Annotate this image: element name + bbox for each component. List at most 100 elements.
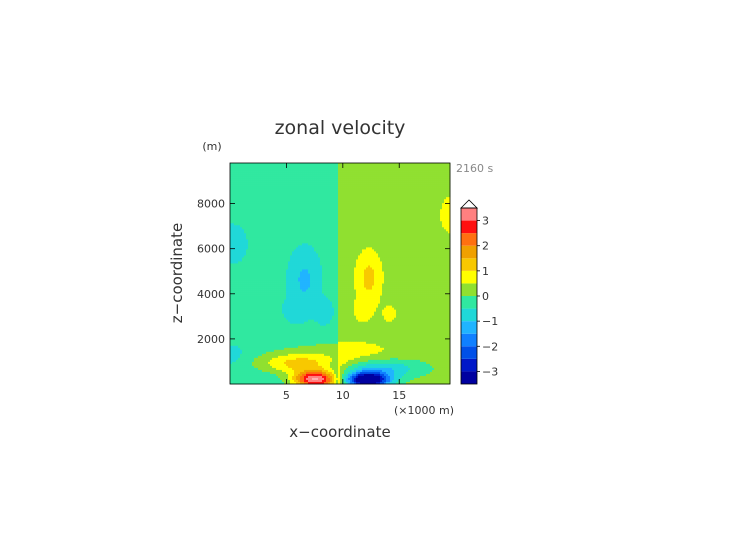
field-cell (266, 173, 269, 176)
field-cell (280, 189, 283, 192)
field-cell (232, 233, 235, 236)
field-cell (342, 197, 345, 200)
field-cell (254, 169, 257, 172)
field-cell (370, 199, 373, 202)
field-cell (418, 193, 421, 196)
field-cell (402, 223, 405, 226)
field-cell (416, 239, 419, 242)
field-cell (438, 225, 441, 228)
field-cell (246, 163, 249, 166)
field-cell (248, 225, 251, 228)
field-cell (284, 243, 287, 246)
field-cell (280, 231, 283, 234)
field-cell (352, 227, 355, 230)
field-cell (362, 223, 365, 226)
field-cell (324, 211, 327, 214)
field-cell (292, 239, 295, 242)
field-cell (364, 251, 367, 254)
field-cell (434, 185, 437, 188)
field-cell (380, 171, 383, 174)
field-cell (432, 177, 435, 180)
field-cell (278, 231, 281, 234)
field-cell (296, 207, 299, 210)
field-cell (440, 243, 443, 246)
field-cell (336, 247, 339, 250)
field-cell (332, 191, 335, 194)
field-cell (310, 187, 313, 190)
field-cell (338, 185, 341, 188)
field-cell (300, 191, 303, 194)
field-cell (402, 183, 405, 186)
field-cell (240, 187, 243, 190)
field-cell (252, 195, 255, 198)
field-cell (342, 221, 345, 224)
field-cell (386, 167, 389, 170)
field-cell (240, 213, 243, 216)
field-cell (242, 179, 245, 182)
field-cell (362, 201, 365, 204)
field-cell (276, 235, 279, 238)
field-cell (274, 209, 277, 212)
field-cell (298, 171, 301, 174)
field-cell (316, 175, 319, 178)
field-cell (322, 205, 325, 208)
field-cell (382, 179, 385, 182)
field-cell (252, 167, 255, 170)
field-cell (292, 179, 295, 182)
field-cell (362, 219, 365, 222)
field-cell (418, 231, 421, 234)
field-cell (422, 247, 425, 250)
field-cell (270, 253, 273, 256)
field-cell (390, 201, 393, 204)
field-cell (316, 235, 319, 238)
field-cell (346, 217, 349, 220)
field-cell (272, 183, 275, 186)
field-cell (428, 205, 431, 208)
field-cell (354, 203, 357, 206)
field-cell (236, 245, 239, 248)
field-cell (388, 171, 391, 174)
field-cell (356, 163, 359, 166)
field-cell (392, 209, 395, 212)
field-cell (442, 247, 445, 250)
field-cell (446, 223, 449, 226)
field-cell (242, 199, 245, 202)
field-cell (310, 203, 313, 206)
field-cell (366, 183, 369, 186)
field-cell (306, 203, 309, 206)
field-cell (388, 241, 391, 244)
field-cell (418, 179, 421, 182)
field-cell (370, 217, 373, 220)
field-cell (412, 241, 415, 244)
field-cell (318, 205, 321, 208)
field-cell (332, 203, 335, 206)
field-cell (318, 235, 321, 238)
field-cell (274, 189, 277, 192)
field-cell (280, 183, 283, 186)
field-cell (296, 203, 299, 206)
field-cell (442, 191, 445, 194)
field-cell (402, 193, 405, 196)
field-cell (384, 233, 387, 236)
field-cell (406, 191, 409, 194)
field-cell (398, 211, 401, 214)
field-cell (310, 181, 313, 184)
field-cell (352, 209, 355, 212)
field-cell (442, 177, 445, 180)
field-cell (242, 203, 245, 206)
field-cell (314, 217, 317, 220)
field-cell (376, 247, 379, 250)
field-cell (396, 175, 399, 178)
field-cell (306, 229, 309, 232)
field-cell (302, 215, 305, 218)
field-cell (276, 187, 279, 190)
field-cell (430, 177, 433, 180)
field-cell (288, 207, 291, 210)
field-cell (234, 195, 237, 198)
field-cell (234, 221, 237, 224)
field-cell (322, 203, 325, 206)
field-cell (382, 169, 385, 172)
field-cell (296, 165, 299, 168)
field-cell (442, 207, 445, 210)
field-cell (318, 163, 321, 166)
